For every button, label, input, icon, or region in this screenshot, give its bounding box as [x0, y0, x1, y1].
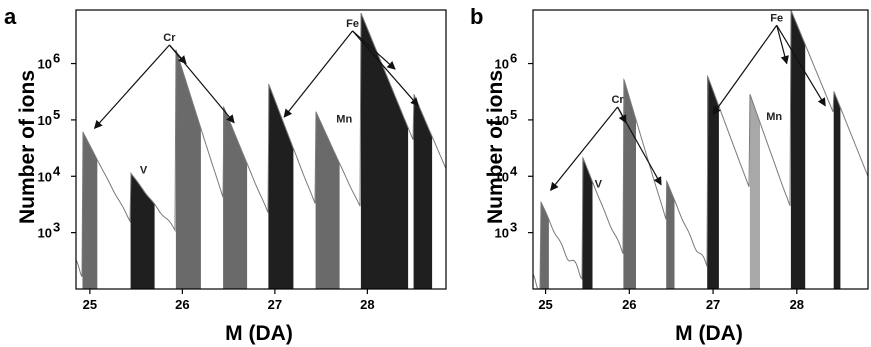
- peak-a-8: [413, 93, 433, 289]
- spectrum-trace-a: [75, 12, 447, 277]
- plot-border-a: [75, 9, 447, 290]
- label-v-a: V: [140, 164, 148, 176]
- y-tick-exponent-b-4: 4: [510, 163, 518, 178]
- label-fe-a: Fe: [346, 18, 359, 30]
- x-tick-label-a-27: 27: [268, 297, 282, 312]
- label-mn-b: Mn: [766, 111, 782, 123]
- y-tick-exponent-a-6: 6: [53, 51, 60, 66]
- peak-b-1: [540, 200, 549, 289]
- x-axis-title-a: M (DA): [225, 322, 293, 345]
- peak-a-4: [223, 105, 248, 289]
- x-tick-label-b-27: 27: [706, 297, 720, 312]
- annotations-b: Cr Fe V Mn: [550, 12, 826, 192]
- peak-b-8: [833, 90, 841, 289]
- x-tick-label-b-28: 28: [790, 297, 804, 312]
- y-tick-exponent-b-6: 6: [510, 51, 517, 66]
- y-tick-label-a-4: 10: [38, 169, 52, 184]
- plot-area-b: [532, 9, 869, 290]
- arrow-fe-b-3: [776, 24, 826, 107]
- arrow-fe-a-3: [352, 30, 419, 107]
- label-fe-b: Fe: [770, 12, 783, 24]
- peak-a-2: [130, 172, 155, 289]
- x-tick-label-b-26: 26: [622, 297, 636, 312]
- peak-a-5: [268, 83, 294, 289]
- axes-frame-b: [532, 9, 869, 290]
- y-tick-label-b-4: 10: [495, 169, 509, 184]
- axes-frame-a: [75, 9, 447, 290]
- y-axis-title-b: Number of ions: [484, 70, 507, 224]
- plot-area-a: [75, 12, 447, 290]
- x-axis-title-b: M (DA): [675, 322, 743, 345]
- peak-b-7: [790, 10, 806, 289]
- panel-label-b: b: [470, 4, 483, 29]
- annotations-a: Cr Fe V Mn: [93, 18, 419, 176]
- x-tick-label-a-26: 26: [175, 297, 189, 312]
- label-v-b: V: [595, 179, 603, 191]
- panel-label-a: a: [4, 4, 17, 29]
- arrow-fe-b-2: [776, 25, 789, 65]
- x-tick-label-b-25: 25: [538, 297, 552, 312]
- peak-b-3: [623, 77, 636, 289]
- y-tick-label-a-3: 10: [38, 226, 52, 241]
- spectrum-trace-b: [532, 9, 869, 290]
- peak-a-6: [315, 110, 340, 290]
- label-cr-a: Cr: [163, 32, 176, 44]
- arrow-cr-b-3: [617, 106, 662, 186]
- arrow-fe-b-1: [712, 24, 778, 115]
- y-tick-label-a-5: 10: [38, 113, 52, 128]
- arrow-fe-a-2: [352, 30, 396, 70]
- peak-b-6: [749, 94, 760, 289]
- y-tick-exponent-a-4: 4: [53, 163, 61, 178]
- y-tick-exponent-a-5: 5: [53, 107, 60, 122]
- peak-a-7: [360, 12, 409, 290]
- peak-a-3: [175, 49, 201, 290]
- y-tick-label-b-3: 10: [495, 226, 509, 241]
- peak-b-2: [582, 156, 593, 289]
- plot-border-b: [532, 9, 869, 290]
- y-axis-title-a: Number of ions: [16, 70, 39, 224]
- peak-b-5: [707, 74, 719, 289]
- y-tick-exponent-b-5: 5: [510, 107, 517, 122]
- label-mn-a: Mn: [336, 114, 352, 126]
- peak-a-1: [82, 131, 98, 289]
- x-tick-label-a-25: 25: [83, 297, 97, 312]
- label-cr-b: Cr: [611, 94, 624, 106]
- arrow-cr-a-1: [93, 44, 170, 129]
- peak-b-4: [666, 179, 675, 289]
- arrow-fe-a-1: [283, 30, 354, 118]
- arrow-cr-b-1: [550, 106, 619, 192]
- x-tick-label-a-28: 28: [360, 297, 374, 312]
- y-tick-exponent-b-3: 3: [510, 220, 517, 235]
- y-tick-label-a-6: 10: [38, 57, 52, 72]
- arrow-cr-a-3: [168, 44, 235, 124]
- y-tick-exponent-a-3: 3: [53, 220, 60, 235]
- y-tick-label-b-6: 10: [495, 57, 509, 72]
- y-tick-label-b-5: 10: [495, 113, 509, 128]
